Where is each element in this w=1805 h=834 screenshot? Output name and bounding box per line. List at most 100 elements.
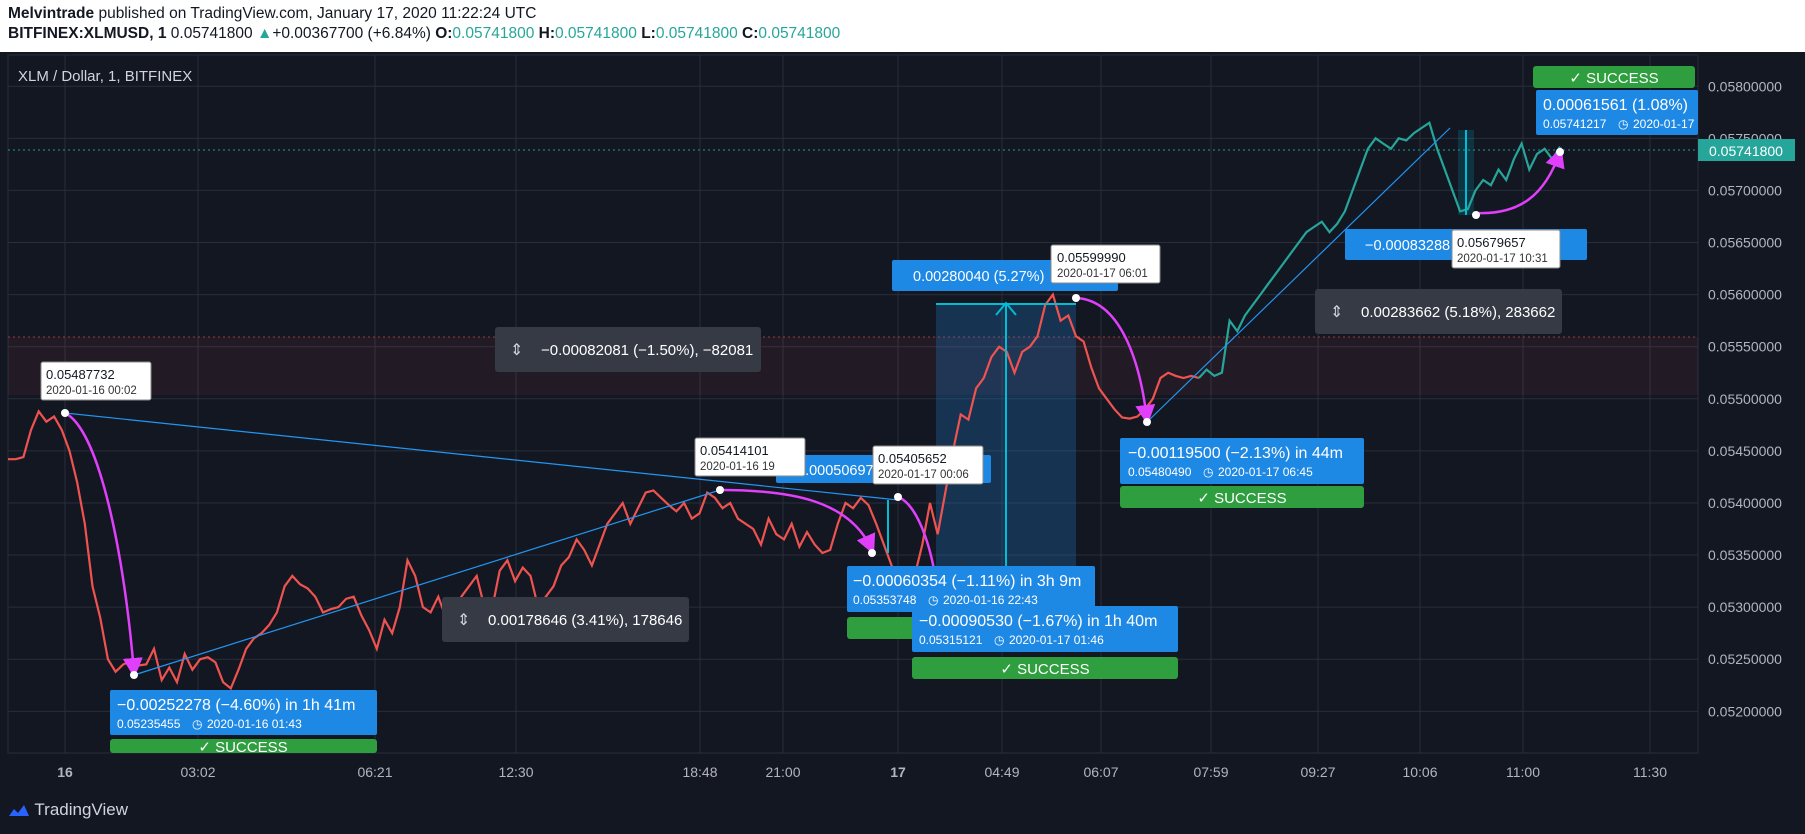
clock-icon: ◷	[1618, 117, 1628, 131]
projection-arrow-5	[1475, 147, 1565, 215]
result-label-bg	[1120, 438, 1364, 484]
symbol-name: BITFINEX:XLMUSD, 1	[8, 25, 167, 42]
success-badge[interactable]: ✓ SUCCESS	[1533, 66, 1695, 88]
x-tick-label: 04:49	[984, 764, 1019, 780]
clock-icon: ◷	[994, 633, 1004, 647]
price-label-bg	[872, 445, 984, 485]
pivot-point	[1072, 294, 1080, 302]
result-label[interactable]: 0.00061561 (1.08%) 0.05741217 ◷ 2020-01-…	[1536, 90, 1698, 135]
y-tick-label: 0.05650000	[1708, 235, 1782, 251]
measure-label-bg	[1315, 289, 1562, 334]
result-label-bg	[110, 690, 377, 735]
result-label-sub: 0.05315121	[919, 633, 983, 647]
measure-label[interactable]: ⇕ 0.00283662 (5.18%), 283662	[1315, 289, 1562, 334]
close-label: C:	[742, 25, 759, 42]
success-badge[interactable]: ✓ SUCCESS	[110, 739, 377, 756]
price-label-time: 2020-01-17 06:01	[1057, 268, 1148, 280]
price-label-value: 0.05414101	[700, 443, 769, 458]
x-tick-label: 10:06	[1402, 764, 1437, 780]
success-badge[interactable]: ✓ SUCCESS	[1120, 486, 1364, 508]
price-label[interactable]: 0.05487732 2020-01-16 00:02	[40, 361, 152, 401]
result-label-sub: 0.05353748	[853, 593, 917, 607]
result-label-main: −0.00252278 (−4.60%) in 1h 41m	[117, 697, 355, 714]
result-label-bg	[847, 566, 1095, 612]
x-tick-label: 06:07	[1083, 764, 1118, 780]
result-label-sub: 0.05741217	[1543, 117, 1607, 131]
measure-label-text: 0.00283662 (5.18%), 283662	[1361, 304, 1555, 321]
red-range-zone	[8, 337, 1698, 395]
clock-icon: ◷	[1203, 465, 1213, 479]
price-label[interactable]: 0.05414101 2020-01-16 19	[694, 437, 806, 477]
result-label[interactable]: −0.00060354 (−1.11%) in 3h 9m 0.05353748…	[847, 566, 1095, 612]
high-label: H:	[538, 25, 555, 42]
measure-label[interactable]: ⇕ 0.00178646 (3.41%), 178646	[442, 597, 689, 642]
price-change: +0.00367700 (+6.84%)	[272, 25, 431, 42]
y-tick-label: 0.05800000	[1708, 78, 1782, 94]
result-label-main: −0.00090530 (−1.67%) in 1h 40m	[919, 613, 1157, 630]
measure-label-text: 0.00178646 (3.41%), 178646	[488, 612, 682, 629]
publish-line: Melvintrade published on TradingView.com…	[8, 5, 536, 23]
last-price: 0.05741800	[170, 25, 253, 42]
trend-line-1	[64, 412, 899, 501]
y-axis: 0.058000000.057500000.057000000.05650000…	[1708, 78, 1782, 719]
clock-icon: ◷	[928, 593, 938, 607]
published-info: published on TradingView.com, January 17…	[94, 5, 537, 22]
tradingview-logo-text: TradingView	[34, 800, 128, 819]
last-price-tag: 0.05741800	[1698, 139, 1795, 161]
x-tick-label: 21:00	[765, 764, 800, 780]
ohlc-line: BITFINEX:XLMUSD, 1 0.05741800 ▲+0.003677…	[8, 25, 840, 43]
measure-label-text: −0.00082081 (−1.50%), −82081	[541, 342, 753, 359]
clock-icon: ◷	[192, 717, 202, 731]
x-tick-label: 11:00	[1506, 764, 1540, 780]
success-badge-text: ✓ SUCCESS	[198, 739, 287, 756]
measure-label[interactable]: ⇕ −0.00082081 (−1.50%), −82081	[495, 327, 761, 372]
price-label-value: 0.05487732	[46, 367, 115, 382]
open-label: O:	[435, 25, 453, 42]
price-labels: 0.05487732 2020-01-16 00:02 0.05414101 2…	[40, 229, 1561, 485]
price-label[interactable]: 0.05405652 2020-01-17 00:06	[872, 445, 984, 485]
result-label[interactable]: −0.00090530 (−1.67%) in 1h 40m 0.0531512…	[912, 606, 1178, 652]
price-label-bg	[1451, 229, 1561, 269]
price-label[interactable]: 0.05599990 2020-01-17 06:01	[1050, 244, 1161, 284]
price-label[interactable]: 0.05679657 2020-01-17 10:31	[1451, 229, 1561, 269]
result-label[interactable]: −0.00252278 (−4.60%) in 1h 41m 0.0523545…	[110, 690, 377, 735]
last-price-tag-bg	[1698, 139, 1795, 161]
success-badge-bg	[912, 657, 1178, 679]
chart-header: Melvintrade published on TradingView.com…	[0, 0, 1805, 52]
x-tick-label: 06:21	[357, 764, 392, 780]
pivot-point	[1472, 211, 1480, 219]
result-label-bg	[912, 606, 1178, 652]
result-label[interactable]: −0.00119500 (−2.13%) in 44m 0.05480490 ◷…	[1120, 438, 1364, 484]
success-badge-bg	[1120, 486, 1364, 508]
result-label-time: 2020-01-17 06:45	[1218, 465, 1313, 479]
chart-title: XLM / Dollar, 1, BITFINEX	[18, 68, 192, 85]
result-label-bg	[1536, 90, 1698, 135]
y-tick-label: 0.05500000	[1708, 391, 1782, 407]
success-badges: ✓ SUCCESS ✓ SUCCESS ✓ SUCCESS ✓ SUCCESS	[110, 66, 1695, 756]
y-tick-label: 0.05200000	[1708, 703, 1782, 719]
last-price-tag-text: 0.05741800	[1709, 143, 1783, 159]
measure-icon: ⇕	[457, 612, 470, 629]
y-tick-label: 0.05450000	[1708, 443, 1782, 459]
success-badge-text: ✓ SUCCESS	[1569, 70, 1658, 87]
x-tick-label: 16	[57, 764, 73, 780]
success-badge[interactable]: ✓ SUCCESS	[912, 657, 1178, 679]
pivot-point	[868, 549, 876, 557]
y-tick-label: 0.05250000	[1708, 651, 1782, 667]
author-name[interactable]: Melvintrade	[8, 5, 95, 22]
x-tick-label: 18:48	[682, 764, 717, 780]
tradingview-logo[interactable]: TradingView	[8, 800, 128, 820]
price-label-value: 0.05405652	[878, 451, 947, 466]
projection-arrow-4	[1075, 296, 1156, 425]
measure-arrows	[887, 130, 1467, 595]
price-chart[interactable]: XLM / Dollar, 1, BITFINEX 16 03	[0, 0, 1805, 785]
blue-label-text: −0.00083288	[1365, 238, 1450, 254]
open-value: 0.05741800	[452, 25, 535, 42]
result-label-time: 2020-01-17	[1633, 117, 1695, 131]
x-tick-label: 11:30	[1633, 764, 1667, 780]
pivot-point	[1143, 418, 1151, 426]
result-label-time: 2020-01-16 22:43	[943, 593, 1038, 607]
x-tick-label: 03:02	[180, 764, 215, 780]
price-label-bg	[1050, 244, 1161, 284]
price-label-bg	[694, 437, 806, 477]
